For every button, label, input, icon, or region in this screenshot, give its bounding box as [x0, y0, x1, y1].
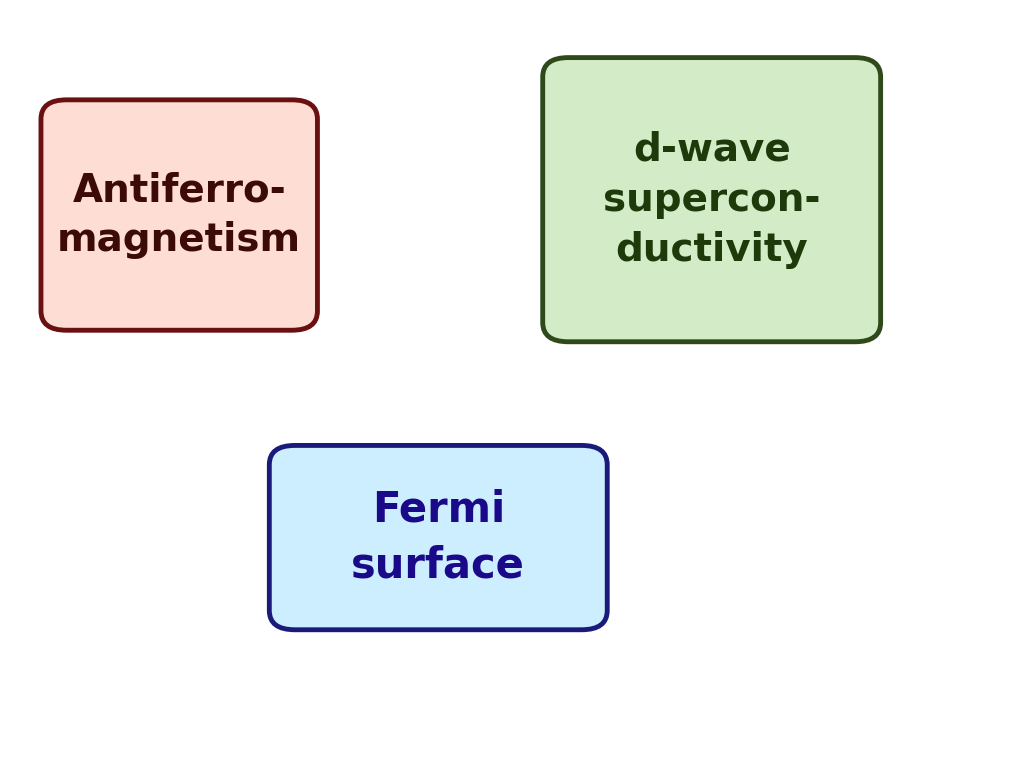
- FancyBboxPatch shape: [41, 100, 317, 330]
- FancyBboxPatch shape: [269, 445, 607, 630]
- Text: Antiferro-
magnetism: Antiferro- magnetism: [57, 171, 301, 259]
- Text: d-wave
supercon-
ductivity: d-wave supercon- ductivity: [603, 131, 820, 269]
- FancyBboxPatch shape: [543, 58, 881, 342]
- Text: Fermi
surface: Fermi surface: [351, 489, 525, 586]
